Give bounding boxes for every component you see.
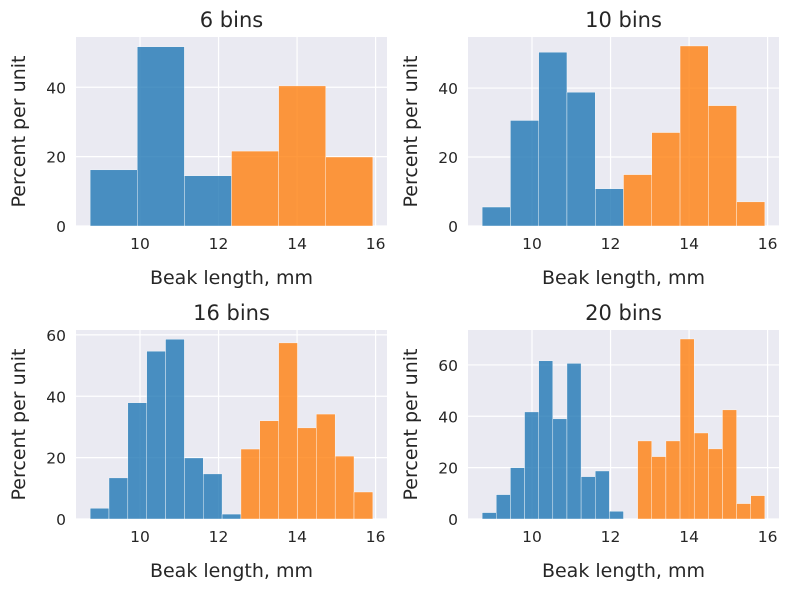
- orange-histogram-bar: [651, 132, 681, 227]
- x-axis-label: Beak length, mm: [150, 267, 313, 289]
- orange-histogram-bar: [278, 85, 326, 227]
- orange-histogram-bar: [325, 156, 374, 227]
- orange-histogram-bar: [240, 448, 260, 520]
- x-tick-label: 14: [287, 528, 307, 546]
- orange-histogram-bar: [708, 448, 723, 520]
- subplot-4: 10 12 14 16 0 20 40 60 20 bins Beak length, mm Per…: [400, 301, 779, 582]
- x-axis-label: Beak length, mm: [542, 560, 705, 582]
- orange-histogram-bar: [736, 201, 766, 227]
- subplot-2: 10 12 14 16 0 20 40 10 bins Beak length, mm Perce…: [400, 8, 779, 289]
- subplot-title: 20 bins: [585, 301, 662, 325]
- blue-histogram-bar: [481, 206, 511, 227]
- x-tick-label: 12: [209, 528, 229, 546]
- subplot-1: 10 12 14 16 0 20 40 6 bins Beak length, mm Percen…: [8, 8, 387, 289]
- orange-histogram-bar: [722, 409, 737, 520]
- x-tick-label: 14: [679, 528, 699, 546]
- blue-histogram-bar: [184, 175, 232, 227]
- blue-histogram-bar: [481, 512, 497, 520]
- orange-histogram-bar: [693, 432, 709, 520]
- blue-histogram-bar: [89, 508, 110, 520]
- y-tick-label: 60: [438, 357, 458, 375]
- blue-histogram-bar: [552, 418, 568, 520]
- x-tick-label: 12: [601, 235, 621, 253]
- x-tick-label: 12: [209, 235, 229, 253]
- y-axis-label: Percent per unit: [8, 56, 30, 208]
- subplot-title: 16 bins: [193, 301, 270, 325]
- orange-histogram-bar: [231, 150, 279, 227]
- y-tick-label: 20: [46, 149, 66, 167]
- blue-histogram-bar: [221, 513, 242, 520]
- blue-histogram-bar: [89, 169, 138, 227]
- orange-histogram-bar: [637, 440, 652, 520]
- y-tick-label: 40: [46, 388, 66, 406]
- blue-histogram-bar: [566, 363, 582, 520]
- x-axis-label: Beak length, mm: [150, 560, 313, 582]
- y-tick-label: 20: [438, 460, 458, 478]
- blue-histogram-bar: [538, 51, 568, 227]
- x-tick-label: 10: [130, 235, 150, 253]
- blue-histogram-bar: [538, 360, 554, 520]
- orange-histogram-bar: [679, 45, 709, 227]
- blue-histogram-bar: [127, 402, 147, 520]
- subplot-3: 10 12 14 16 0 20 40 60 16 bins Beak length, mm Per…: [8, 301, 387, 582]
- blue-histogram-bar: [203, 473, 223, 520]
- orange-histogram-bar: [353, 491, 374, 520]
- x-tick-label: 10: [522, 528, 542, 546]
- y-tick-label: 40: [46, 79, 66, 97]
- blue-histogram-bar: [595, 470, 610, 520]
- blue-histogram-bar: [580, 476, 596, 520]
- x-tick-label: 14: [679, 235, 699, 253]
- y-axis-label: Percent per unit: [400, 349, 422, 501]
- y-tick-label: 0: [56, 218, 66, 236]
- orange-histogram-bar: [278, 342, 298, 520]
- orange-histogram-bar: [750, 495, 766, 520]
- blue-histogram-bar: [146, 350, 166, 520]
- y-tick-label: 40: [438, 80, 458, 98]
- blue-histogram-bar: [595, 188, 624, 227]
- x-tick-label: 14: [287, 235, 307, 253]
- x-tick-label: 10: [130, 528, 150, 546]
- blue-histogram-bar: [184, 457, 204, 520]
- x-tick-label: 16: [366, 528, 386, 546]
- x-tick-label: 12: [601, 528, 621, 546]
- y-tick-label: 20: [438, 149, 458, 167]
- orange-histogram-bar: [316, 413, 336, 520]
- y-axis-label: Percent per unit: [400, 56, 422, 208]
- y-tick-label: 0: [448, 218, 458, 236]
- x-tick-label: 16: [758, 528, 778, 546]
- orange-histogram-bar: [651, 456, 667, 520]
- blue-histogram-bar: [524, 411, 539, 520]
- orange-histogram-bar: [665, 440, 681, 520]
- x-tick-label: 16: [366, 235, 386, 253]
- blue-histogram-bar: [510, 467, 525, 520]
- y-tick-label: 0: [448, 511, 458, 529]
- blue-histogram-bar: [496, 494, 511, 520]
- orange-histogram-bar: [736, 503, 751, 520]
- subplot-title: 6 bins: [200, 8, 263, 32]
- x-tick-label: 16: [758, 235, 778, 253]
- subplot-title: 10 bins: [585, 8, 662, 32]
- blue-histogram-bar: [566, 91, 596, 227]
- orange-histogram-bar: [334, 455, 355, 520]
- x-tick-label: 10: [522, 235, 542, 253]
- orange-histogram-bar: [623, 174, 652, 227]
- x-axis-label: Beak length, mm: [542, 267, 705, 289]
- blue-histogram-bar: [137, 46, 185, 227]
- y-axis-label: Percent per unit: [8, 349, 30, 501]
- blue-histogram-bar: [108, 477, 129, 520]
- y-tick-label: 40: [438, 408, 458, 426]
- y-tick-label: 20: [46, 450, 66, 468]
- blue-histogram-bar: [510, 120, 539, 227]
- orange-histogram-bar: [297, 427, 317, 520]
- blue-histogram-bar: [609, 511, 624, 520]
- blue-histogram-bar: [165, 339, 185, 520]
- orange-histogram-bar: [708, 105, 737, 227]
- y-tick-label: 0: [56, 511, 66, 529]
- orange-histogram-bar: [679, 338, 695, 520]
- y-tick-label: 60: [46, 327, 66, 345]
- orange-histogram-bar: [259, 420, 279, 520]
